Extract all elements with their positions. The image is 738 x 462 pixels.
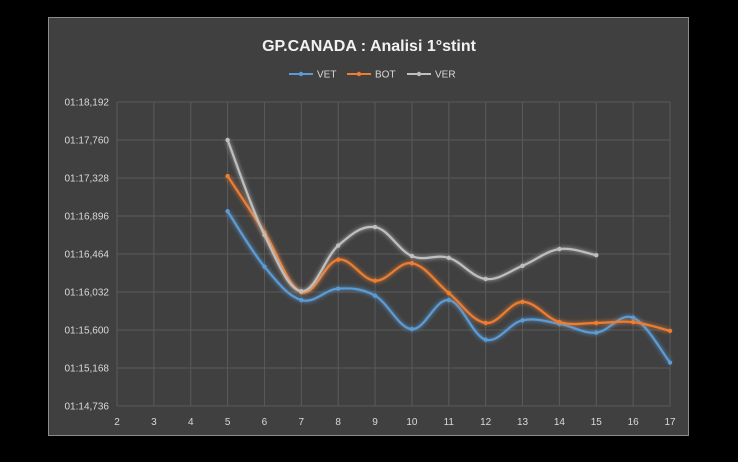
series-ver bbox=[225, 137, 599, 294]
y-axis-ticks: 01:14,736 01:15,168 01:15,600 01:16,032 01:1… bbox=[65, 98, 110, 413]
x-tick-label: 7 bbox=[299, 417, 305, 428]
data-point bbox=[594, 330, 599, 335]
y-tick-label: 01:17,760 bbox=[65, 136, 110, 147]
x-tick-label: 5 bbox=[225, 417, 231, 428]
x-tick-label: 12 bbox=[480, 417, 492, 428]
data-point bbox=[520, 299, 525, 305]
y-tick-label: 01:16,464 bbox=[65, 250, 110, 261]
y-tick-label: 01:14,736 bbox=[65, 402, 110, 413]
x-tick-label: 11 bbox=[444, 417, 455, 428]
y-tick-label: 01:16,032 bbox=[65, 288, 110, 299]
data-point bbox=[483, 320, 488, 326]
data-point bbox=[372, 293, 378, 298]
data-point bbox=[667, 360, 673, 365]
data-point bbox=[594, 253, 599, 258]
legend-item-vet: VET bbox=[289, 70, 336, 81]
x-tick-label: 13 bbox=[517, 417, 529, 428]
data-point bbox=[372, 278, 378, 283]
x-tick-label: 9 bbox=[372, 417, 378, 428]
data-point bbox=[630, 319, 636, 325]
y-tick-label: 01:15,168 bbox=[65, 364, 110, 375]
x-tick-label: 3 bbox=[151, 417, 157, 428]
x-tick-label: 17 bbox=[664, 417, 676, 428]
data-point bbox=[557, 319, 562, 325]
data-point bbox=[409, 260, 415, 266]
legend-item-ver: VER bbox=[407, 70, 456, 81]
gridlines bbox=[116, 101, 671, 407]
legend-label: BOT bbox=[375, 70, 396, 81]
y-tick-label: 01:15,600 bbox=[65, 326, 110, 337]
data-point bbox=[336, 243, 341, 248]
data-point bbox=[483, 276, 488, 282]
data-point bbox=[667, 328, 673, 334]
data-point bbox=[483, 337, 488, 342]
x-tick-label: 6 bbox=[262, 417, 268, 428]
x-tick-label: 2 bbox=[114, 417, 120, 428]
x-axis-ticks: 2 3 4 5 6 7 8 9 10 11 12 13 14 15 16 17 bbox=[114, 417, 676, 428]
x-tick-label: 15 bbox=[591, 417, 603, 428]
data-point bbox=[446, 255, 451, 261]
x-tick-label: 4 bbox=[188, 417, 194, 428]
data-point bbox=[372, 224, 378, 230]
data-point bbox=[299, 289, 304, 294]
data-point bbox=[336, 286, 341, 291]
data-point bbox=[262, 264, 267, 269]
legend-marker bbox=[298, 71, 304, 77]
x-tick-label: 10 bbox=[406, 417, 418, 428]
data-point bbox=[336, 257, 341, 262]
data-point bbox=[520, 318, 525, 323]
x-tick-label: 16 bbox=[628, 417, 640, 428]
chart-title: GP.CANADA : Analisi 1°stint bbox=[262, 38, 477, 55]
data-point bbox=[299, 297, 304, 303]
x-tick-label: 8 bbox=[335, 417, 341, 428]
data-point bbox=[262, 232, 267, 238]
data-point bbox=[594, 320, 599, 326]
legend-marker bbox=[356, 71, 362, 77]
series-group bbox=[225, 137, 673, 365]
y-tick-label: 01:18,192 bbox=[65, 98, 110, 109]
legend-marker bbox=[416, 71, 422, 77]
legend-label: VER bbox=[435, 70, 456, 81]
legend-item-bot: BOT bbox=[347, 70, 396, 81]
data-point bbox=[409, 326, 415, 332]
data-point bbox=[630, 315, 636, 320]
chart-legend: VET BOT VER bbox=[289, 70, 456, 81]
data-point bbox=[225, 209, 230, 214]
data-point bbox=[446, 290, 451, 296]
legend-label: VET bbox=[317, 70, 336, 81]
data-point bbox=[520, 263, 525, 268]
data-point bbox=[225, 137, 230, 143]
series-vet bbox=[225, 209, 673, 365]
data-point bbox=[409, 253, 415, 259]
data-point bbox=[225, 173, 230, 179]
y-tick-label: 01:16,896 bbox=[65, 212, 110, 223]
series-line-ver bbox=[226, 139, 597, 293]
y-tick-label: 01:17,328 bbox=[65, 174, 110, 185]
data-point bbox=[446, 297, 451, 303]
data-point bbox=[557, 246, 562, 252]
x-tick-label: 14 bbox=[554, 417, 566, 428]
